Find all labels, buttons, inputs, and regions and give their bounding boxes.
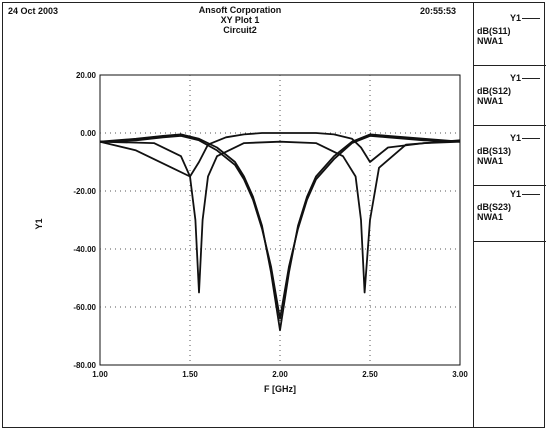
y-axis-label: Y1 <box>34 218 44 229</box>
legend-axis-label: Y1 <box>510 13 540 23</box>
time-label: 20:55:53 <box>420 6 457 16</box>
legend-axis-label: Y1 <box>510 189 540 199</box>
x-tick-label: 1.00 <box>92 370 108 379</box>
series-line-dbs23[interactable] <box>99 134 461 320</box>
legend-trace-name: dB(S12) <box>477 86 512 96</box>
legend-trace-name: dB(S23) <box>477 202 512 212</box>
legend-trace-source: NWA1 <box>477 212 504 222</box>
legend-entry-s11[interactable]: Y1 dB(S11) NWA1 <box>474 10 546 66</box>
legend-entry-s12[interactable]: Y1 dB(S12) NWA1 <box>474 70 546 126</box>
legend-trace-source: NWA1 <box>477 96 504 106</box>
x-axis-label: F [GHz] <box>264 384 296 394</box>
y-tick-label: -80.00 <box>73 361 96 370</box>
legend-axis-label: Y1 <box>510 133 540 143</box>
legend-trace-source: NWA1 <box>477 156 504 166</box>
x-tick-label: 1.50 <box>182 370 198 379</box>
legend-trace-name: dB(S13) <box>477 146 512 156</box>
legend-entry-s23[interactable]: Y1 dB(S23) NWA1 <box>474 186 546 242</box>
series-line-dbs12[interactable] <box>99 132 461 178</box>
y-tick-label: -40.00 <box>73 245 96 254</box>
x-tick-label: 3.00 <box>452 370 468 379</box>
plot-window-frame <box>2 2 545 428</box>
y-tick-label: 20.00 <box>76 71 97 80</box>
plot-name-label: XY Plot 1 <box>220 15 260 25</box>
legend-entry-s13[interactable]: Y1 dB(S13) NWA1 <box>474 130 546 186</box>
series-line-dbs13[interactable] <box>99 133 461 332</box>
legend-trace-name: dB(S11) <box>477 26 511 36</box>
y-tick-label: -60.00 <box>73 303 96 312</box>
legend-panel: Y1 dB(S11) NWA1 Y1 dB(S12) NWA1 Y1 dB(S1… <box>473 2 546 428</box>
series-group <box>99 132 461 332</box>
legend-trace-source: NWA1 <box>477 36 504 46</box>
y-tick-label: -20.00 <box>73 187 96 196</box>
x-tick-label: 2.50 <box>362 370 378 379</box>
circuit-label: Circuit2 <box>223 25 257 35</box>
legend-axis-label: Y1 <box>510 73 540 83</box>
series-line-dbs11[interactable] <box>99 139 461 294</box>
grid-lines <box>100 75 460 365</box>
company-label: Ansoft Corporation <box>198 5 282 15</box>
date-label: 24 Oct 2003 <box>8 6 59 16</box>
y-tick-label: 0.00 <box>80 129 96 138</box>
x-tick-label: 2.00 <box>272 370 288 379</box>
tick-labels: 1.00 1.50 2.00 2.50 3.00 20.00 0.00 -20.00 -40.0… <box>73 71 468 379</box>
